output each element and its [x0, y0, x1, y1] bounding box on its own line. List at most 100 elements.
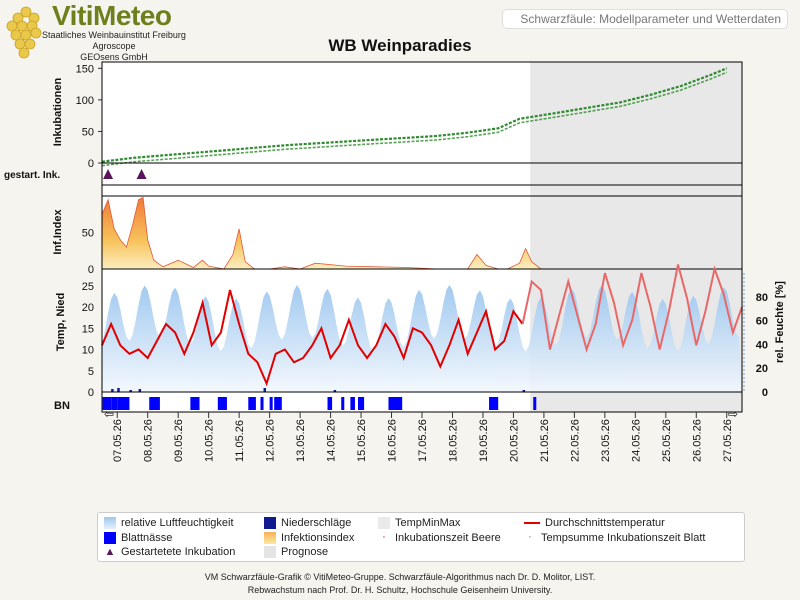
- rain-bar: [333, 390, 337, 392]
- leaf-tempsum-swatch: ·: [528, 531, 532, 544]
- leaf-wetness-bar: [248, 397, 256, 410]
- temp-tick-label: 15: [82, 323, 94, 335]
- started-incubations-label: gestart. Ink.: [4, 170, 60, 181]
- incubation-line-berry: [101, 71, 728, 167]
- date-tick-label: 25.05.26: [661, 419, 673, 462]
- humidity-tick-label: 60: [756, 316, 768, 328]
- footer-credit-2: Rebwachstum nach Prof. Dr. H. Schultz, H…: [247, 585, 553, 595]
- date-tick-label: 16.05.26: [387, 419, 399, 462]
- date-tick-label: 24.05.26: [630, 419, 642, 462]
- rain-bar: [138, 389, 142, 392]
- incubation-line-leaf: [101, 67, 728, 163]
- leaf-wetness-bar: [269, 397, 273, 410]
- footer-credit-1: VM Schwarzfäule-Grafik © VitiMeteo-Grupp…: [204, 572, 596, 582]
- leaf-wetness-bar: [358, 397, 365, 410]
- leaf-wetness-bar: [111, 397, 118, 410]
- legend-tempminmax: TempMinMax: [378, 516, 460, 530]
- legend-leaf-tempsum: · Tempsumme Inkubationszeit Blatt: [524, 531, 705, 545]
- incubations-axis-label: Inkubationen: [52, 78, 64, 147]
- infection-tick-label: 50: [82, 228, 94, 240]
- date-tick-label: 07.05.26: [112, 419, 124, 462]
- rain-bar: [129, 390, 132, 392]
- incubation-tick-label: 50: [82, 126, 94, 138]
- leaf-wetness-bar: [274, 397, 282, 410]
- humidity-tick-label: 40: [756, 339, 768, 351]
- rain-swatch: [264, 517, 276, 530]
- humidity-axis-label: rel. Feuchte [%]: [774, 281, 786, 363]
- date-tick-label: 13.05.26: [295, 419, 307, 462]
- temp-tick-label: 5: [88, 366, 94, 378]
- leaf-wetness-bar: [217, 397, 227, 410]
- date-tick-label: 15.05.26: [356, 419, 368, 462]
- started-incubation-marker: [136, 169, 147, 179]
- bn-label: BN: [54, 400, 70, 412]
- leaf-wetness-bar: [489, 397, 499, 410]
- humidity-swatch: [104, 517, 116, 530]
- rain-bar: [117, 388, 120, 392]
- legend: relative Luftfeuchtigkeit Niederschläge …: [97, 512, 745, 562]
- vitimeteo-logo: VitiMeteo Staatliches Weinbauinstitut Fr…: [4, 0, 194, 62]
- infection-swatch: [264, 532, 276, 545]
- org-line-2: Agroscope: [92, 41, 136, 51]
- date-tick-label: 19.05.26: [478, 419, 490, 462]
- tempminmax-swatch: [378, 517, 390, 530]
- rain-bar: [522, 390, 526, 392]
- legend-humidity: relative Luftfeuchtigkeit: [104, 516, 234, 530]
- leaf-wetness-bar: [190, 397, 200, 410]
- rain-bar: [111, 389, 114, 392]
- leafwetness-swatch: [104, 532, 116, 545]
- infindex-axis-label: Inf.Index: [52, 209, 64, 255]
- chart-canvas: 0 50 100 150 Inkubationen gestart. Ink. 0 50 Inf…: [4, 61, 786, 462]
- temp-tick-label: 0: [88, 387, 94, 399]
- legend-avg-temp: Durchschnittstemperatur: [524, 516, 665, 530]
- incubation-tick-label: 100: [76, 95, 94, 107]
- legend-infection: Infektionsindex: [264, 531, 354, 545]
- date-tick-label: 21.05.26: [539, 419, 551, 462]
- model-title: Schwarzfäule: Modellparameter und Wetter…: [502, 9, 788, 29]
- legend-forecast: Prognose: [264, 545, 328, 559]
- leaf-wetness-bar: [533, 397, 537, 410]
- leaf-wetness-bar: [260, 397, 264, 410]
- temperature-line: [101, 289, 524, 387]
- date-tick-label: 14.05.26: [326, 419, 338, 462]
- leaf-wetness-bar: [117, 397, 130, 410]
- humidity-area: [102, 284, 742, 392]
- date-tick-label: 12.05.26: [265, 419, 277, 462]
- date-tick-label: 20.05.26: [508, 419, 520, 462]
- started-incubation-marker: [103, 169, 114, 179]
- temperature-forecast-line: [521, 264, 743, 353]
- scroll-left-icon: ⇦: [104, 407, 114, 421]
- scroll-right-icon: ⇨: [728, 407, 738, 421]
- legend-berry: · Inkubationszeit Beere: [378, 531, 501, 545]
- date-tick-label: 27.05.26: [722, 419, 734, 462]
- chart-title: WB Weinparadies: [328, 36, 472, 55]
- legend-rain: Niederschläge: [264, 516, 351, 530]
- incubation-tick-label: 150: [76, 63, 94, 75]
- temp-axis-label: Temp, Nied: [55, 293, 67, 351]
- temp-tick-label: 10: [82, 345, 94, 357]
- humidity-tick-label: 20: [756, 363, 768, 375]
- org-line-1: Staatliches Weinbauinstitut Freiburg: [42, 30, 186, 40]
- avgtemp-swatch: [524, 522, 540, 525]
- leaf-wetness-bar: [350, 397, 355, 410]
- leaf-wetness-bar: [149, 397, 160, 410]
- logo-text: VitiMeteo: [52, 0, 172, 31]
- leaf-wetness-bar: [388, 397, 403, 410]
- legend-leaf-wetness: Blattnässe: [104, 531, 172, 545]
- date-tick-label: 26.05.26: [691, 419, 703, 462]
- org-line-3: GEOsens GmbH: [80, 52, 148, 62]
- date-tick-label: 09.05.26: [173, 419, 185, 462]
- date-tick-label: 08.05.26: [143, 419, 155, 462]
- date-tick-label: 17.05.26: [417, 419, 429, 462]
- leaf-wetness-bar: [102, 397, 112, 410]
- date-tick-label: 11.05.26: [234, 420, 246, 462]
- forecast-swatch: [264, 546, 276, 559]
- date-tick-label: 18.05.26: [447, 419, 459, 462]
- grape-icon: [6, 6, 42, 59]
- rain-bar: [263, 388, 267, 392]
- temp-tick-label: 25: [82, 281, 94, 293]
- date-tick-label: 23.05.26: [600, 419, 612, 462]
- leaf-wetness-bar: [341, 397, 345, 410]
- infection-tick-label: 0: [88, 264, 94, 276]
- triangle-icon: ▲: [104, 546, 116, 559]
